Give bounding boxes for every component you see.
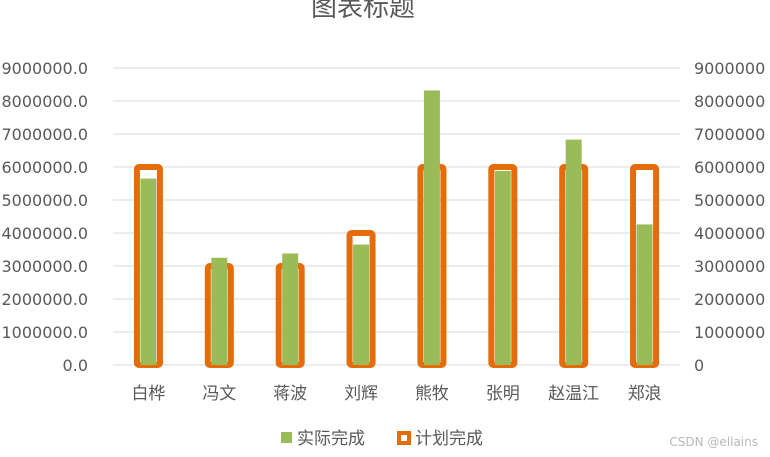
right-tick-label: 3000000 [694, 257, 765, 276]
x-tick-label: 蒋波 [273, 384, 307, 404]
left-tick-label: 9000000.0 [1, 59, 88, 78]
actual-bar [140, 178, 157, 365]
x-tick-label: 熊牧 [415, 384, 449, 404]
x-tick-label: 郑浪 [628, 384, 662, 404]
right-tick-label: 7000000 [694, 125, 765, 144]
left-y-axis: 0.0 1000000.0 2000000.0 3000000.0 4000000.0 5… [1, 59, 88, 375]
right-tick-label: 9000000 [694, 59, 765, 78]
x-tick-label: 赵温江 [548, 384, 599, 404]
x-tick-label: 刘辉 [344, 384, 378, 404]
left-tick-label: 4000000.0 [1, 224, 88, 243]
legend: 实际完成 计划完成 [281, 429, 483, 449]
x-tick-label: 张明 [486, 384, 520, 404]
actual-bar [636, 224, 653, 365]
right-tick-label: 2000000 [694, 290, 765, 309]
left-tick-label: 0.0 [63, 356, 88, 375]
chart-title: 图表标题 [311, 0, 415, 23]
right-tick-label: 1000000 [694, 323, 765, 342]
right-tick-label: 6000000 [694, 158, 765, 177]
legend-label-actual: 实际完成 [297, 429, 365, 449]
left-tick-label: 8000000.0 [1, 92, 88, 111]
actual-bar [353, 244, 370, 365]
left-tick-label: 1000000.0 [1, 323, 88, 342]
left-tick-label: 7000000.0 [1, 125, 88, 144]
right-tick-label: 5000000 [694, 191, 765, 210]
legend-swatch-actual [281, 432, 292, 443]
right-y-axis: 0 1000000 2000000 3000000 4000000 5000000 6000… [694, 59, 765, 375]
left-tick-label: 5000000.0 [1, 191, 88, 210]
left-tick-label: 3000000.0 [1, 257, 88, 276]
actual-bar [423, 90, 440, 365]
actual-bar [282, 253, 299, 365]
actual-bar [565, 139, 582, 365]
legend-swatch-planned [397, 431, 411, 445]
left-tick-label: 6000000.0 [1, 158, 88, 177]
actual-bar [494, 170, 511, 365]
right-tick-label: 0 [694, 356, 704, 375]
legend-label-planned: 计划完成 [415, 429, 483, 449]
right-tick-label: 4000000 [694, 224, 765, 243]
grid-lines [113, 67, 680, 366]
actual-bar [211, 257, 228, 365]
x-tick-label: 冯文 [202, 384, 236, 404]
watermark: CSDN @ellains [669, 435, 758, 449]
left-tick-label: 2000000.0 [1, 290, 88, 309]
x-tick-label: 白桦 [131, 384, 165, 404]
bars [133, 90, 660, 368]
right-tick-label: 8000000 [694, 92, 765, 111]
x-axis-labels: 白桦 冯文 蒋波 刘辉 熊牧 张明 赵温江 郑浪 [131, 384, 661, 404]
